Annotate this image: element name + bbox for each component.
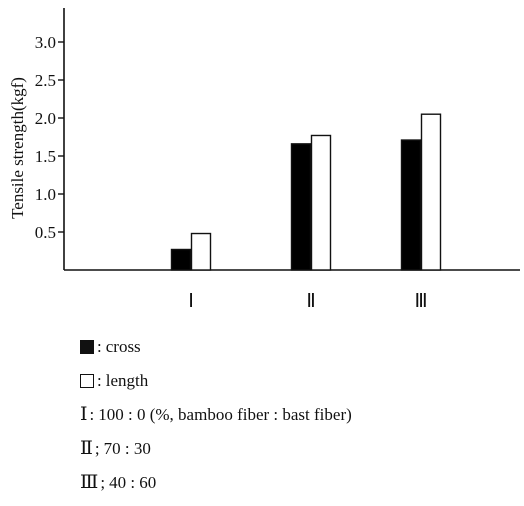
legend: : cross : length Ⅰ : 100 : 0 (%, bamboo … <box>80 330 352 500</box>
legend-text: 40 : 60 <box>109 473 157 492</box>
x-tick-label: Ⅱ <box>306 291 315 312</box>
legend-item-cross: : cross <box>80 330 352 364</box>
legend-sep: : <box>97 371 102 390</box>
filled-square-icon <box>80 340 94 354</box>
legend-sep: ; <box>94 439 100 458</box>
legend-item-length: : length <box>80 364 352 398</box>
legend-item-ratio-3: Ⅲ ; 40 : 60 <box>80 466 352 500</box>
y-tick-label: 3.0 <box>35 33 56 52</box>
y-tick-label: 1.5 <box>35 147 56 166</box>
bar-length <box>190 232 212 271</box>
y-tick-label: 2.0 <box>35 109 56 128</box>
legend-item-ratio-2: Ⅱ ; 70 : 30 <box>80 432 352 466</box>
bars <box>170 113 442 271</box>
bar-length <box>310 134 332 271</box>
y-tick-label: 0.5 <box>35 223 56 242</box>
legend-text: cross <box>105 337 141 356</box>
bar-length <box>420 113 442 271</box>
y-axis-label: Tensile strength(kgf) <box>8 77 27 219</box>
bar-cross <box>170 248 192 271</box>
bar-cross <box>290 143 312 271</box>
y-ticks: 0.5 1.0 1.5 2.0 2.5 3.0 <box>35 33 64 242</box>
x-tick-labels: Ⅰ Ⅱ Ⅲ <box>188 291 427 312</box>
legend-text: 100 : 0 (%, bamboo fiber : bast fiber) <box>98 405 352 424</box>
bar-cross <box>400 139 422 271</box>
legend-sep: : <box>89 405 95 424</box>
y-tick-label: 2.5 <box>35 71 56 90</box>
legend-text: 70 : 30 <box>103 439 151 458</box>
legend-marker: Ⅲ <box>80 472 99 493</box>
legend-text: length <box>105 371 149 390</box>
legend-sep: ; <box>100 473 106 492</box>
x-tick-label: Ⅰ <box>188 291 194 312</box>
x-tick-label: Ⅲ <box>414 291 427 312</box>
legend-marker: Ⅰ <box>80 404 88 425</box>
legend-item-ratio-1: Ⅰ : 100 : 0 (%, bamboo fiber : bast fibe… <box>80 398 352 432</box>
hollow-square-icon <box>80 374 94 388</box>
legend-sep: : <box>97 337 102 356</box>
legend-marker: Ⅱ <box>80 438 93 459</box>
y-tick-label: 1.0 <box>35 185 56 204</box>
